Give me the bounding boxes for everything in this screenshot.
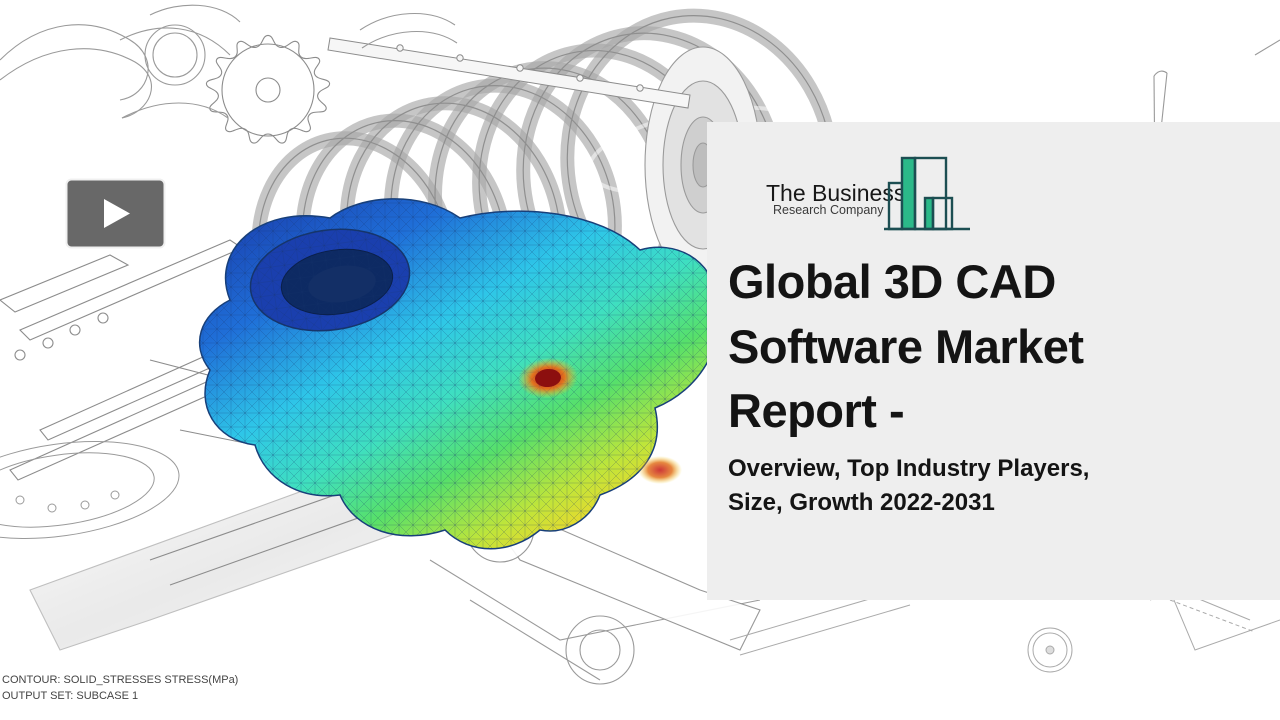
svg-text:CONTOUR: SOLID_STRESSES STRESS: CONTOUR: SOLID_STRESSES STRESS(MPa) — [2, 674, 238, 686]
svg-text:OUTPUT SET: SUBCASE 1: OUTPUT SET: SUBCASE 1 — [2, 690, 138, 702]
svg-text:Research Company: Research Company — [773, 203, 884, 217]
